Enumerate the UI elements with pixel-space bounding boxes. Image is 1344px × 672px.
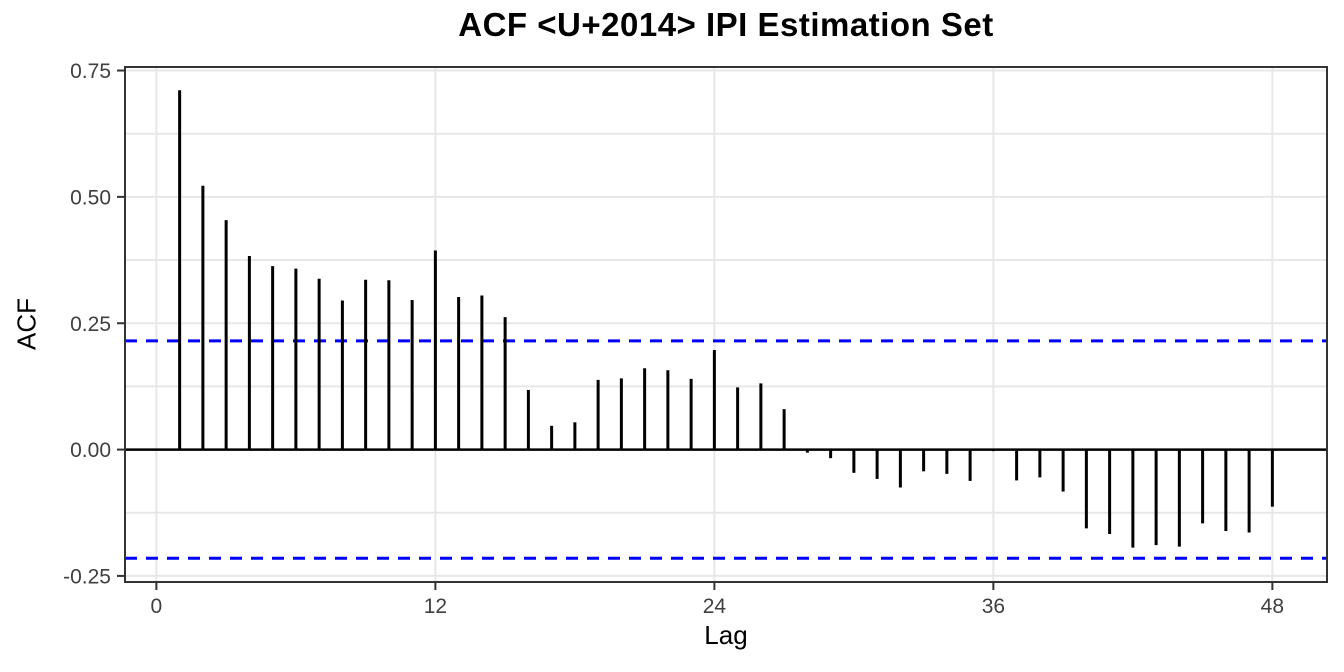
x-tick-label: 24: [703, 595, 727, 618]
x-tick-label: 36: [982, 595, 1005, 618]
x-tick-label: 48: [1261, 595, 1284, 618]
x-tick-label: 12: [424, 595, 447, 618]
y-tick-label: 0.75: [70, 60, 111, 83]
y-tick-label: -0.25: [63, 565, 111, 588]
y-axis-title: ACF: [11, 298, 42, 350]
y-tick-label: 0.25: [70, 313, 111, 336]
chart-title: ACF <U+2014> IPI Estimation Set: [458, 6, 994, 43]
y-tick-label: 0.00: [70, 439, 111, 462]
x-axis-title: Lag: [704, 620, 748, 650]
x-tick-label: 0: [151, 595, 163, 618]
y-tick-label: 0.50: [70, 186, 111, 209]
panel-background: [125, 67, 1327, 582]
panel-border: [124, 66, 1328, 583]
